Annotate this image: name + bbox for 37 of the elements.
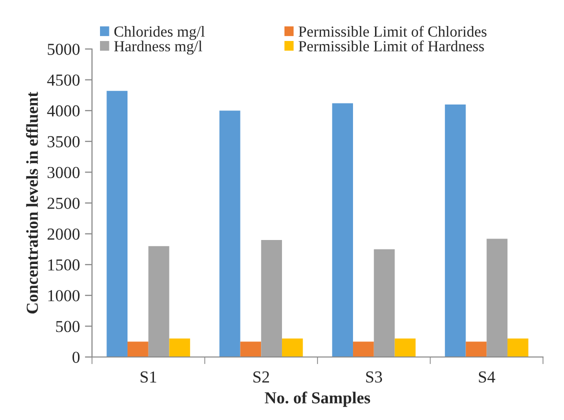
bar [486, 238, 508, 357]
bar [394, 338, 416, 357]
bar [466, 342, 487, 357]
bar [374, 249, 395, 357]
bar [240, 342, 262, 357]
bar [507, 338, 528, 357]
bar [106, 90, 128, 357]
bar [128, 342, 148, 357]
y-tick-label: 3500 [48, 136, 80, 148]
legend-label: Permissible Limit of Hardness [298, 40, 484, 52]
x-tick-label: S3 [366, 371, 382, 383]
bar [353, 342, 374, 357]
bar [282, 338, 303, 357]
x-axis-title: No. of Samples [264, 392, 370, 407]
x-tick-label: S4 [478, 371, 496, 383]
legend-label: Chlorides mg/l [114, 26, 205, 40]
y-tick-label: 3000 [48, 166, 80, 178]
bar [169, 338, 190, 357]
x-tick-label: S1 [140, 371, 156, 383]
bar [444, 104, 466, 357]
y-tick-label: 5000 [48, 44, 80, 55]
y-axis-title: Concentration levels in effluent [26, 92, 38, 314]
y-tick-label: 4000 [47, 105, 80, 117]
legend-label: Permissible Limit of Chlorides [298, 26, 486, 37]
y-tick-label: 1500 [48, 259, 80, 271]
bar [261, 240, 282, 357]
legend-label: Hardness mg/l [114, 40, 202, 55]
y-tick-label: 2000 [48, 228, 80, 240]
bar [332, 103, 354, 357]
y-tick-label: 1000 [48, 290, 80, 302]
y-tick-label: 0 [72, 352, 80, 363]
y-tick-label: 500 [56, 320, 80, 332]
bar [219, 110, 240, 357]
y-tick-label: 4500 [47, 74, 80, 86]
y-tick-label: 2500 [48, 198, 80, 209]
bar [148, 246, 170, 357]
x-tick-label: S2 [253, 371, 270, 383]
